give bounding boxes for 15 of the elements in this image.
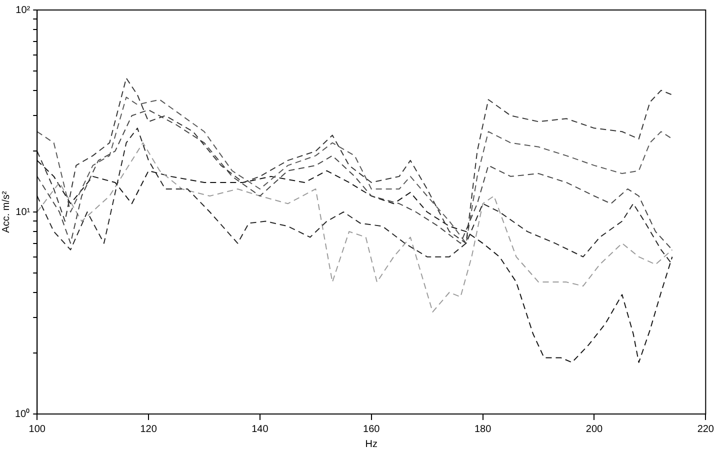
x-tick-label: 180 xyxy=(474,424,492,435)
x-tick-label: 200 xyxy=(586,424,604,435)
line-series xyxy=(37,160,673,363)
x-tick-label: 220 xyxy=(697,424,714,435)
line-series xyxy=(37,128,673,265)
x-tick-label: 160 xyxy=(363,424,380,435)
x-tick-label: 140 xyxy=(252,424,269,435)
y-tick-label: 10² xyxy=(16,4,31,16)
y-tick-label: 10⁰ xyxy=(15,408,30,420)
y-tick-label: 10¹ xyxy=(16,206,31,218)
line-series xyxy=(37,142,673,312)
x-axis-title: Hz xyxy=(365,438,378,450)
y-axis-title: Acc. m/s² xyxy=(0,190,12,233)
x-tick-label: 120 xyxy=(140,424,158,435)
x-tick-label: 100 xyxy=(28,424,46,435)
